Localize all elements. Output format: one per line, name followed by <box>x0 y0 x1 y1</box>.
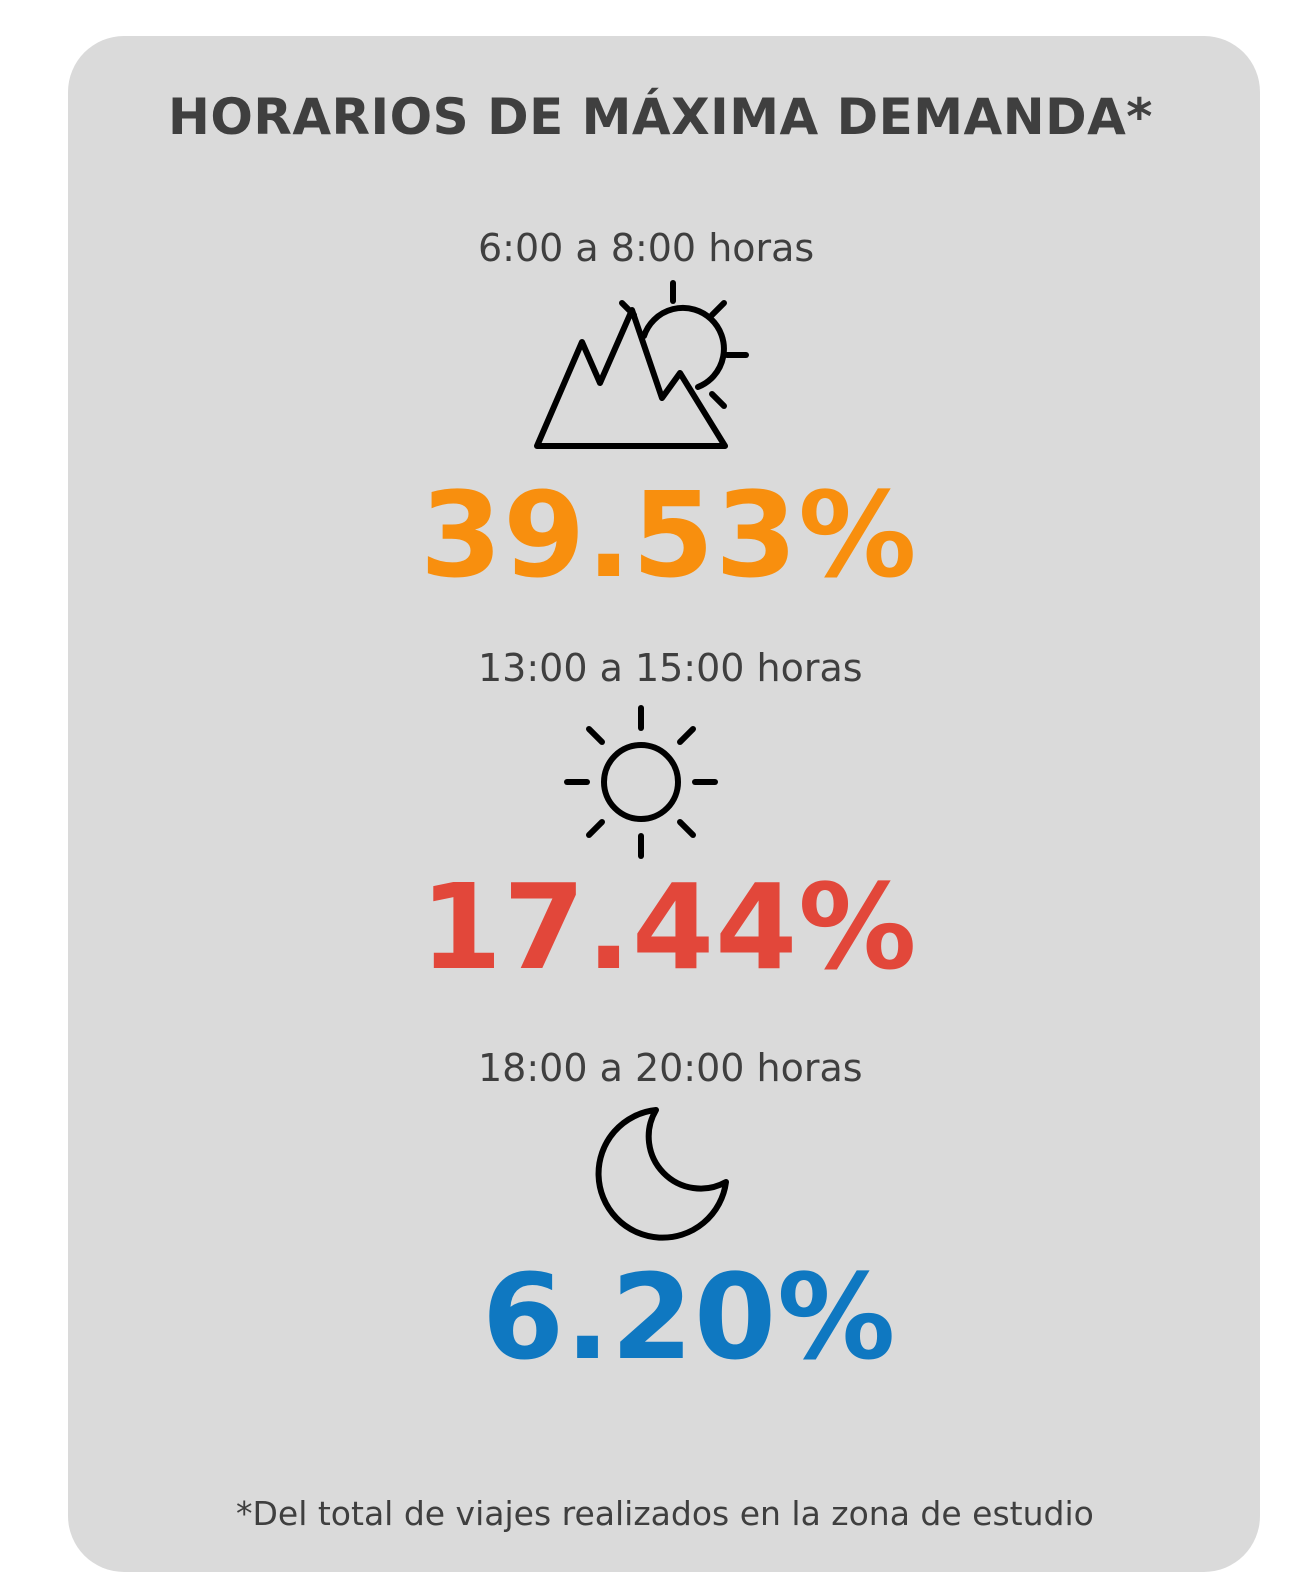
sun-icon <box>564 704 718 860</box>
sunrise-mountain-icon <box>530 280 760 460</box>
info-card: HORARIOS DE MÁXIMA DEMANDA* 6:00 a 8:00 … <box>68 36 1260 1572</box>
period-1-time: 6:00 a 8:00 horas <box>478 226 815 270</box>
period-2-time: 13:00 a 15:00 horas <box>478 646 863 690</box>
period-1-percent: 39.53% <box>420 466 918 604</box>
period-2-percent: 17.44% <box>420 858 918 996</box>
period-3-percent: 6.20% <box>482 1248 897 1386</box>
footnote: *Del total de viajes realizados en la zo… <box>236 1494 1094 1533</box>
period-3-time: 18:00 a 20:00 horas <box>478 1046 863 1090</box>
page-title: HORARIOS DE MÁXIMA DEMANDA* <box>168 88 1153 146</box>
moon-icon <box>592 1106 732 1246</box>
